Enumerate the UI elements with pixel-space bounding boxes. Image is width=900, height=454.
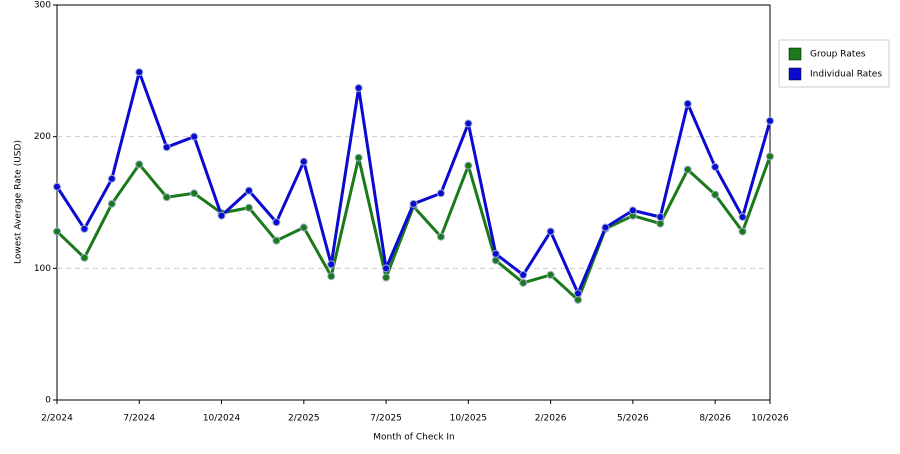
data-point <box>354 83 363 92</box>
data-point <box>80 224 89 233</box>
x-tick-label: 2/2026 <box>535 414 567 424</box>
data-point <box>327 272 336 281</box>
data-point <box>80 253 89 262</box>
data-point <box>738 212 747 221</box>
x-tick-label: 10/2025 <box>450 414 487 424</box>
data-point <box>574 289 583 298</box>
data-point <box>519 278 528 287</box>
data-point <box>656 212 665 221</box>
data-point <box>711 162 720 171</box>
data-point <box>519 270 528 279</box>
x-tick-label: 5/2026 <box>617 414 649 424</box>
data-point <box>766 152 774 161</box>
x-tick-label: 2/2024 <box>41 414 73 424</box>
data-point <box>244 186 253 195</box>
data-point <box>382 273 391 282</box>
data-point <box>738 227 747 236</box>
data-point <box>244 203 253 212</box>
y-tick-label: 200 <box>34 132 51 142</box>
data-point <box>162 143 171 152</box>
data-point <box>354 153 363 162</box>
data-point <box>409 199 418 208</box>
data-point <box>464 119 473 128</box>
x-tick-label: 2/2025 <box>288 414 320 424</box>
data-point <box>53 227 61 236</box>
data-point <box>190 189 199 198</box>
x-axis-label: Month of Check In <box>373 433 455 443</box>
data-point <box>683 99 692 108</box>
legend-swatch <box>788 47 802 61</box>
data-point <box>53 182 61 191</box>
legend-label: Group Rates <box>810 50 866 60</box>
data-point <box>135 160 144 169</box>
data-point <box>272 236 281 245</box>
data-point <box>711 190 720 199</box>
data-point <box>107 174 116 183</box>
x-tick-label: 10/2026 <box>751 414 789 424</box>
y-tick-label: 0 <box>45 396 51 406</box>
y-tick-label: 100 <box>34 264 51 274</box>
data-point <box>299 223 308 232</box>
data-point <box>601 223 610 232</box>
data-point <box>436 232 445 241</box>
data-point <box>491 249 500 258</box>
legend-swatch <box>788 67 802 81</box>
data-point <box>190 132 199 141</box>
legend-label: Individual Rates <box>810 70 882 80</box>
data-point <box>546 270 555 279</box>
data-point <box>327 260 336 269</box>
data-point <box>162 193 171 202</box>
data-point <box>546 227 555 236</box>
data-point <box>683 165 692 174</box>
data-point <box>135 68 144 77</box>
x-tick-label: 7/2024 <box>123 414 155 424</box>
data-point <box>628 206 637 215</box>
data-point <box>107 199 116 208</box>
data-point <box>574 295 583 304</box>
data-point <box>766 116 774 125</box>
data-point <box>464 161 473 170</box>
data-point <box>436 189 445 198</box>
x-tick-label: 7/2025 <box>370 414 402 424</box>
data-point <box>656 219 665 228</box>
data-point <box>299 157 308 166</box>
x-tick-label: 10/2024 <box>203 414 241 424</box>
data-point <box>382 264 391 273</box>
data-point <box>217 211 226 220</box>
y-axis-label: Lowest Average Rate (USD) <box>14 140 24 264</box>
y-tick-label: 300 <box>34 1 51 11</box>
data-point <box>272 218 281 227</box>
data-point <box>491 256 500 265</box>
x-tick-label: 8/2026 <box>699 414 731 424</box>
